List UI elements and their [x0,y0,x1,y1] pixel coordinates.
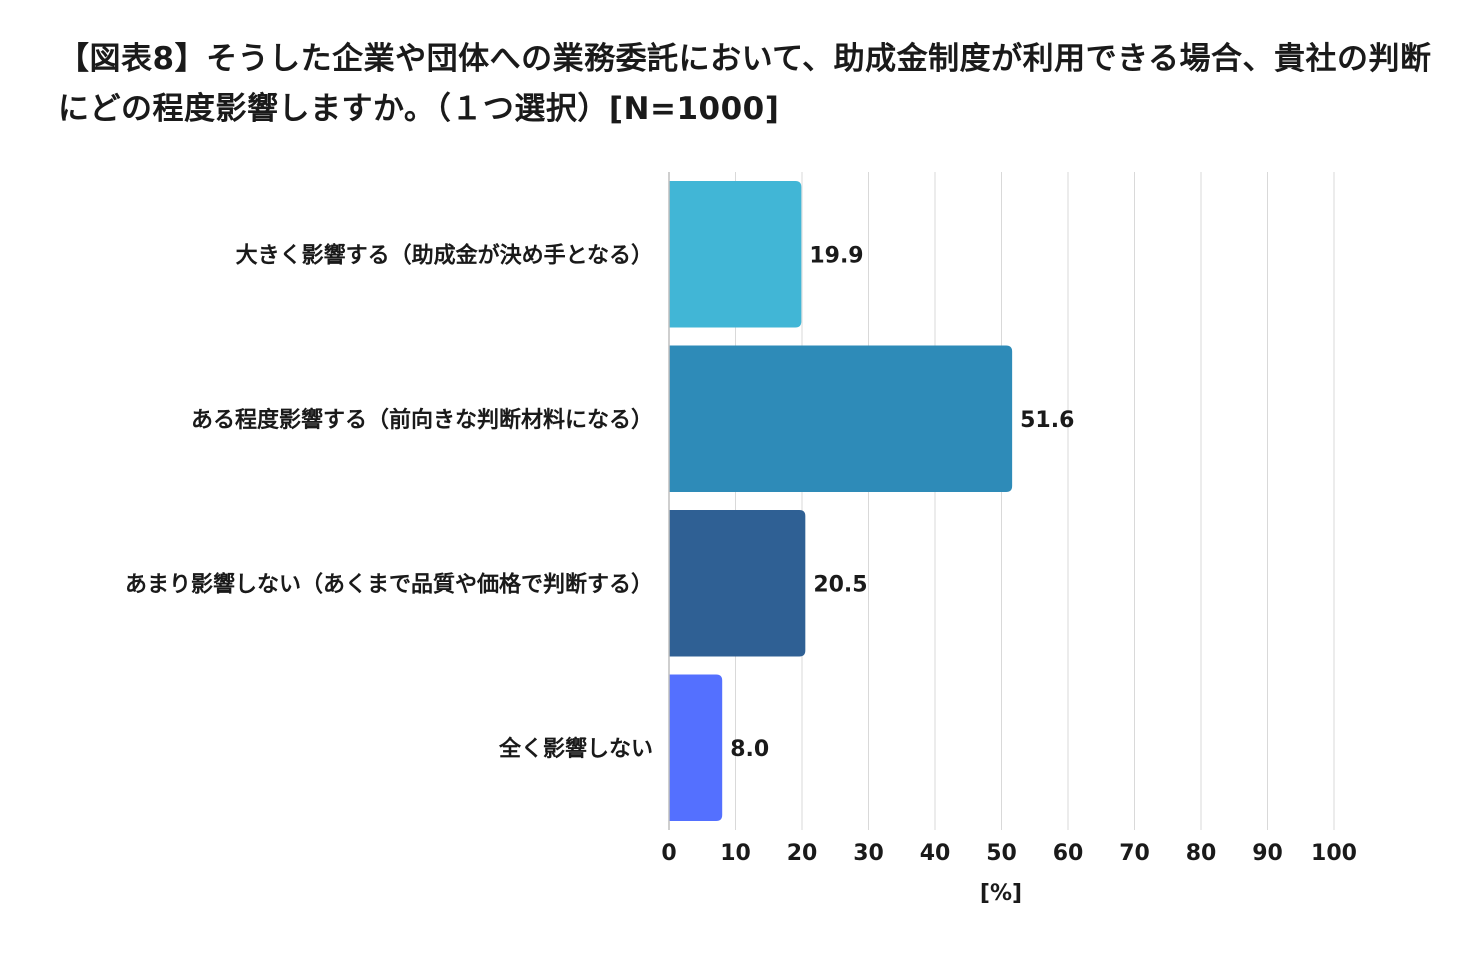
x-tick-label: 20 [787,841,818,866]
x-tick-label: 0 [661,841,676,866]
category-label: ある程度影響する（前向きな判断材料になる） [191,407,653,433]
grid-lines [735,172,1335,830]
category-label: あまり影響しない（あくまで品質や価格で判断する） [125,571,653,597]
value-label: 19.9 [809,243,863,268]
x-tick-label: 50 [986,841,1017,866]
category-label: 大きく影響する（助成金が決め手となる） [236,242,653,268]
value-label: 51.6 [1020,408,1074,433]
x-tick-label: 70 [1119,841,1150,866]
x-tick-label: 30 [853,841,884,866]
x-tick-label: 80 [1186,841,1217,866]
bar [669,345,1013,492]
x-axis-title: [%] [980,881,1022,906]
bar [669,510,806,657]
value-label: 8.0 [730,737,769,762]
bar [669,674,723,821]
category-label: 全く影響しない [498,736,653,762]
chart-title: 【図表8】そうした企業や団体への業務委託において、助成金制度が利用できる場合、貴… [58,41,1432,127]
x-tick-label: 90 [1252,841,1283,866]
value-label: 20.5 [813,572,867,597]
x-tick-label: 40 [920,841,951,866]
x-tick-label: 60 [1053,841,1084,866]
value-labels: 19.9 51.6 20.5 8.0 [730,243,1074,762]
x-axis: 0 10 20 30 40 50 60 70 80 90 100 [661,172,1357,866]
bar [669,181,802,328]
x-tick-label: 100 [1311,841,1357,866]
x-tick-label: 10 [720,841,751,866]
bars [669,181,1013,821]
category-labels: 大きく影響する（助成金が決め手となる） ある程度影響する（前向きな判断材料になる）… [125,242,653,762]
